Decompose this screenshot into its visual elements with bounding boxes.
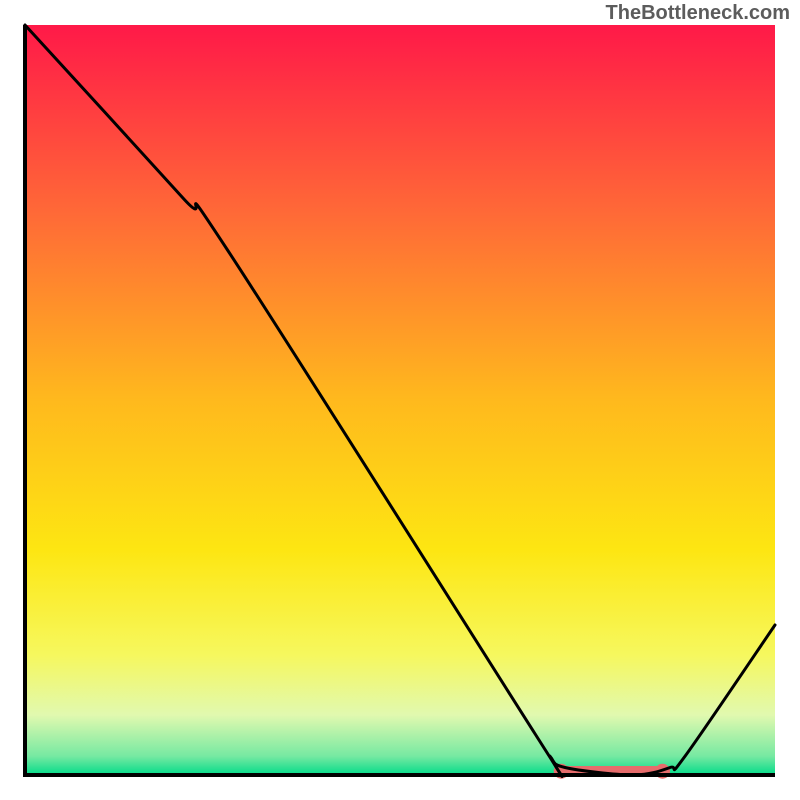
watermark-text: TheBottleneck.com <box>606 2 790 25</box>
chart-container: { "watermark": "TheBottleneck.com", "cha… <box>0 0 800 800</box>
plot-background <box>25 25 775 775</box>
bottleneck-chart <box>0 0 800 800</box>
